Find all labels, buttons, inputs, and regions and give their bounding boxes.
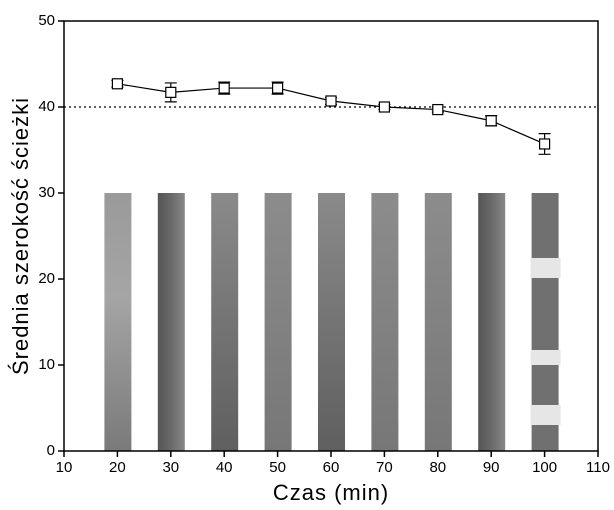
track-gap [530,350,561,365]
x-tick-label: 50 [269,459,286,476]
x-tick-label: 10 [56,459,73,476]
data-point [538,138,551,150]
data-point [485,115,497,127]
track-photo [424,193,452,451]
track-photo [318,193,345,451]
data-point [272,82,284,94]
track-gap [530,405,561,425]
track-photo [157,193,185,451]
x-tick-label: 30 [162,459,179,476]
x-tick-label: 110 [586,459,610,476]
y-tick-label: 50 [38,12,55,29]
data-point [218,82,230,94]
data-point [165,86,177,98]
x-tick-label: 60 [323,459,340,476]
x-tick-label: 90 [483,459,500,476]
x-tick-label: 20 [109,459,126,476]
y-tick-label: 30 [38,184,55,201]
track-photo [104,193,132,451]
track-photo [264,193,292,451]
track-gap [530,258,561,278]
data-point [111,78,124,90]
x-axis-title: Czas (min) [273,480,389,505]
x-tick-label: 80 [429,459,446,476]
data-point [325,95,337,107]
y-axis-title: Średnia szerokość ścieżki [8,97,33,375]
track-photo [371,193,399,451]
y-tick-label: 20 [38,270,55,287]
y-tick-label: 10 [38,356,55,373]
data-point [432,103,444,116]
y-tick-label: 40 [38,98,55,115]
data-line [117,83,545,145]
x-tick-label: 70 [376,459,393,476]
x-tick-label: 100 [532,459,557,476]
track-photo [478,193,506,451]
x-tick-label: 40 [216,459,233,476]
track-photo [211,193,239,451]
data-point [378,101,390,113]
y-tick-label: 0 [47,442,55,459]
